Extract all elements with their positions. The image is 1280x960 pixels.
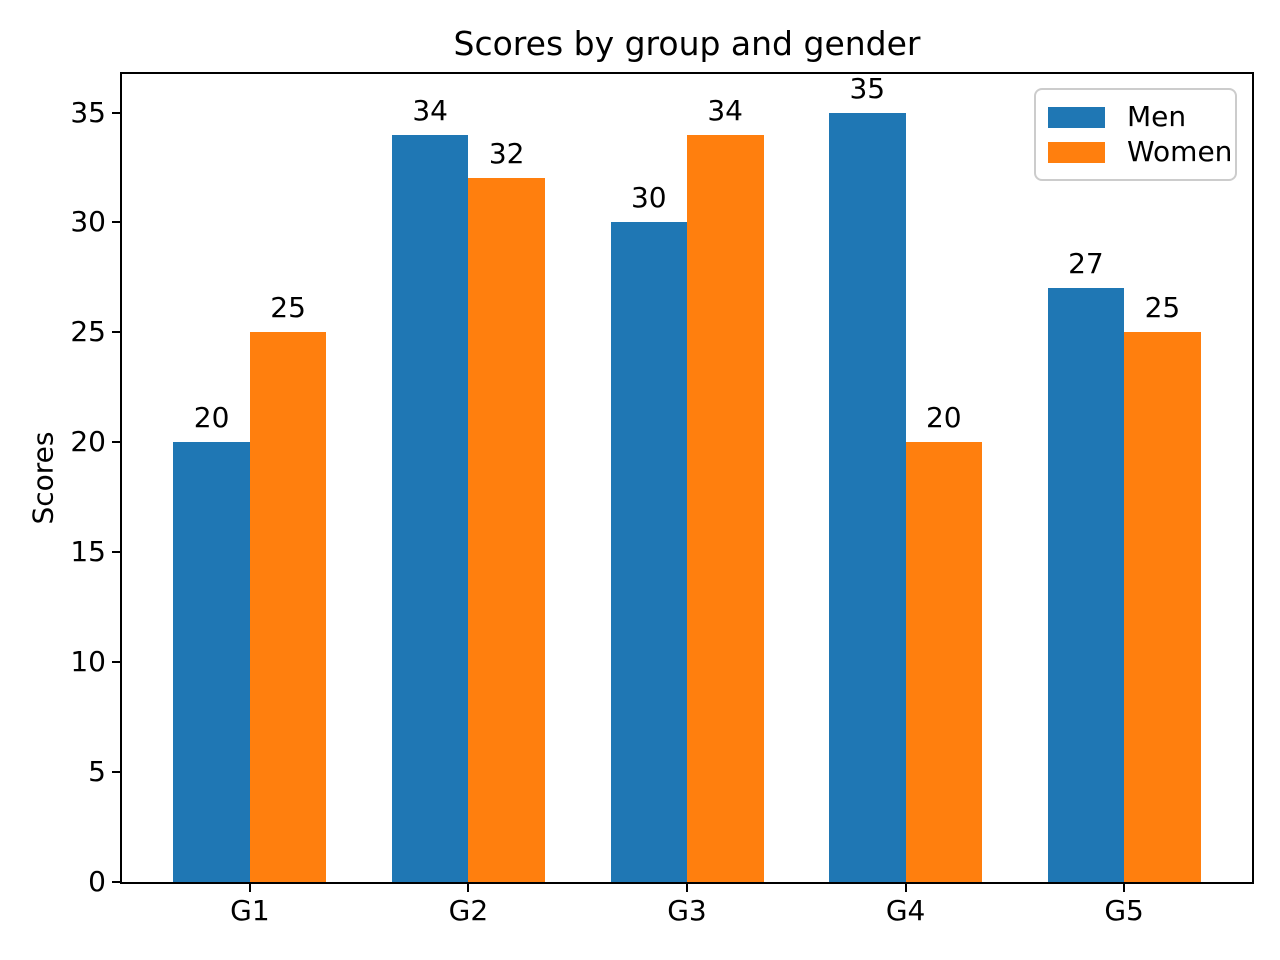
men-bar — [391, 134, 469, 882]
y-tick-mark — [112, 441, 120, 444]
y-tick-label: 20 — [70, 425, 106, 459]
bar-value-label: 25 — [270, 291, 306, 325]
men-color-swatch — [1048, 106, 1105, 128]
legend: Men Women — [1034, 88, 1237, 181]
women-bar — [1124, 332, 1201, 882]
legend-label-women: Women — [1127, 135, 1233, 168]
y-tick-mark — [112, 111, 120, 114]
bar-value-label: 20 — [193, 401, 230, 435]
x-tick-label: G1 — [230, 894, 270, 927]
women-color-swatch — [1048, 141, 1105, 163]
x-tick-label: G2 — [448, 894, 489, 927]
x-tick-mark — [248, 884, 251, 892]
y-tick-label: 30 — [70, 205, 106, 239]
bar-value-label: 25 — [1144, 291, 1181, 325]
x-tick-label: G4 — [885, 894, 926, 927]
chart-title: Scores by group and gender — [453, 24, 921, 63]
y-tick-mark — [112, 661, 120, 664]
y-tick-label: 25 — [70, 315, 106, 349]
women-bar — [905, 442, 983, 882]
bar-value-label: 32 — [488, 137, 525, 171]
men-bar — [610, 222, 687, 882]
x-tick-label: G5 — [1104, 894, 1144, 927]
y-tick-mark — [112, 551, 120, 554]
bar-value-label: 20 — [925, 401, 962, 435]
x-tick-label: G3 — [667, 894, 707, 927]
y-tick-label: 5 — [88, 755, 106, 789]
men-bar — [173, 442, 250, 882]
y-tick-mark — [112, 771, 120, 774]
bar-value-label: 35 — [849, 71, 886, 105]
y-tick-label: 15 — [70, 535, 106, 569]
women-bar — [249, 332, 327, 882]
y-tick-label: 10 — [70, 645, 106, 679]
bar-value-label: 34 — [412, 93, 448, 127]
y-tick-label: 0 — [88, 865, 106, 898]
bar-value-label: 27 — [1068, 247, 1104, 281]
men-bar — [829, 112, 906, 882]
y-tick-mark — [112, 221, 120, 224]
x-tick-mark — [686, 884, 688, 892]
legend-item-women: Women — [1048, 135, 1232, 169]
plot-area — [120, 72, 1254, 884]
bar-value-label: 30 — [630, 181, 667, 215]
women-bar — [468, 178, 545, 882]
bar-value-label: 34 — [707, 93, 743, 127]
y-tick-mark — [112, 331, 120, 334]
x-tick-mark — [904, 884, 907, 892]
y-tick-label: 35 — [70, 95, 106, 129]
y-tick-mark — [112, 881, 120, 883]
women-bar — [687, 134, 764, 882]
x-tick-mark — [1123, 884, 1126, 892]
legend-label-men: Men — [1127, 100, 1187, 133]
men-bar — [1047, 288, 1125, 882]
legend-item-men: Men — [1048, 100, 1223, 134]
x-tick-mark — [467, 884, 470, 892]
